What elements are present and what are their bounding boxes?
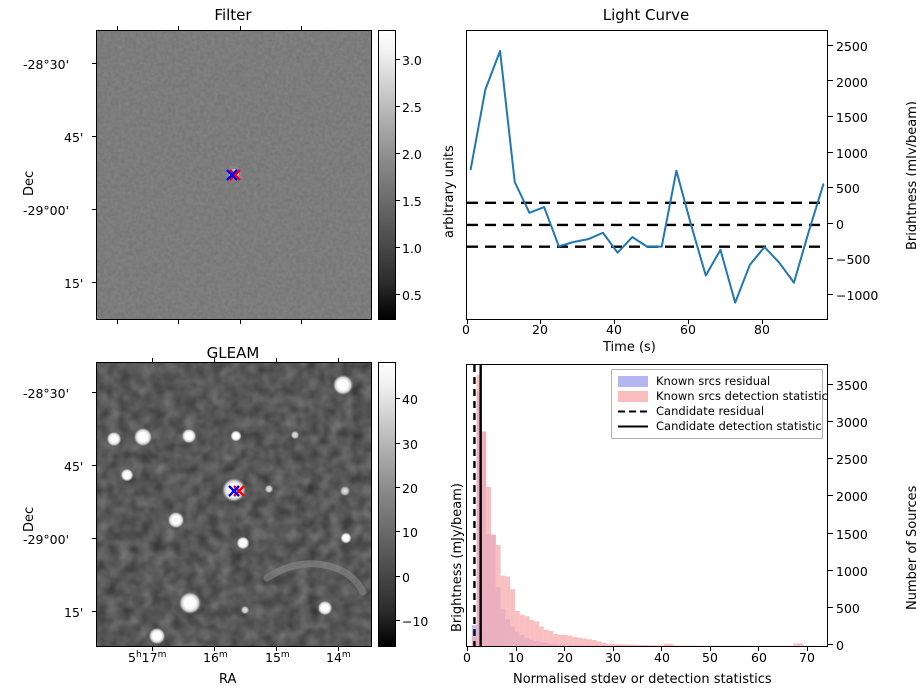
legend-label-known-detstat: Known srcs detection statistic — [656, 389, 828, 403]
filter-cbtick-2p5: 2.5 — [402, 100, 422, 115]
legend-swatch-known-residual — [618, 376, 648, 387]
filter-colorbar — [378, 30, 396, 320]
hist-xlabel: Normalised stdev or detection statistics — [513, 672, 772, 687]
lc-xtick-60: 60 — [680, 322, 696, 337]
hist-xtick-70: 70 — [799, 650, 815, 665]
filter-cbtick-3p0: 3.0 — [402, 53, 422, 68]
gleam-xtick-3-m: 14 — [326, 650, 342, 666]
hist-ytick-0: 0 — [836, 638, 844, 653]
filter-ytick-1: 45' — [64, 130, 84, 145]
gleam-colorbar-label: Brightness (mJy/beam) — [450, 483, 465, 632]
gleam-xtick-0: 5h17m — [128, 650, 166, 665]
legend-swatch-known-detstat — [618, 391, 648, 402]
gleam-ytick-2: -29°00' — [23, 532, 70, 547]
legend-label-candidate-detstat: Candidate detection statistic — [656, 419, 822, 433]
hist-xtick-60: 60 — [751, 650, 767, 665]
gleam-xtick-3: 14m — [326, 650, 351, 665]
gleam-cbtick-30: 30 — [402, 437, 418, 452]
legend-label-known-residual: Known srcs residual — [656, 374, 771, 388]
lc-ytick-m1000: −1000 — [836, 288, 879, 303]
filter-ytick-2: -29°00' — [23, 203, 70, 218]
gleam-ylabel: Dec — [22, 506, 37, 532]
lc-xtick-20: 20 — [532, 322, 548, 337]
gleam-xtick-3-ms: m — [341, 650, 351, 660]
lc-xtick-0: 0 — [462, 322, 470, 337]
filter-title: Filter — [214, 6, 252, 24]
gleam-colorbar — [378, 362, 396, 647]
filter-image — [96, 30, 372, 320]
gleam-ytick-0: -28°30' — [23, 386, 70, 401]
hist-ytick-1500: 1500 — [836, 527, 868, 542]
gleam-xtick-1-ms: m — [218, 650, 228, 660]
filter-cbtick-0p5: 0.5 — [402, 288, 422, 303]
hist-xtick-50: 50 — [702, 650, 718, 665]
light-curve-plot-area — [466, 30, 828, 320]
lc-xtick-80: 80 — [754, 322, 770, 337]
lc-ylabel: Brightness (mJy/beam) — [905, 101, 916, 250]
legend-entry-known-residual: Known srcs residual — [618, 374, 815, 389]
lc-ytick-2500: 2500 — [836, 39, 868, 54]
gleam-ytick-1: 45' — [64, 459, 84, 474]
filter-cbtick-1p5: 1.5 — [402, 194, 422, 209]
gleam-xtick-1-m: 16 — [203, 650, 219, 666]
light-curve-title: Light Curve — [602, 6, 690, 24]
legend-entry-known-detstat: Known srcs detection statistic — [618, 389, 828, 404]
lc-ytick-2000: 2000 — [836, 75, 868, 90]
gleam-xtick-2-ms: m — [280, 650, 290, 660]
hist-ytick-2500: 2500 — [836, 452, 868, 467]
hist-xtick-0: 0 — [463, 650, 471, 665]
gleam-cbtick-20: 20 — [402, 481, 418, 496]
legend-line-candidate-detstat — [618, 421, 648, 432]
filter-ylabel: Dec — [22, 170, 37, 196]
gleam-cbtick-m10: −10 — [402, 614, 429, 629]
lc-ytick-1500: 1500 — [836, 110, 868, 125]
hist-xtick-20: 20 — [557, 650, 573, 665]
lc-xtick-40: 40 — [606, 322, 622, 337]
hist-ytick-2000: 2000 — [836, 489, 868, 504]
gleam-cbtick-10: 10 — [402, 525, 418, 540]
hist-ylabel: Number of Sources — [905, 485, 916, 610]
lc-ytick-1000: 1000 — [836, 146, 868, 161]
hist-ytick-1000: 1000 — [836, 564, 868, 579]
lc-ytick-500: 500 — [836, 181, 860, 196]
gleam-xtick-2-m: 15 — [265, 650, 281, 666]
legend-label-candidate-residual: Candidate residual — [656, 404, 765, 418]
hist-ytick-3500: 3500 — [836, 378, 868, 393]
hist-xtick-10: 10 — [508, 650, 524, 665]
filter-cbtick-2p0: 2.0 — [402, 147, 422, 162]
hist-ytick-500: 500 — [836, 601, 860, 616]
legend-entry-candidate-residual: Candidate residual — [618, 404, 815, 419]
gleam-ytick-3: 15' — [64, 605, 84, 620]
gleam-image — [96, 362, 372, 647]
gleam-xtick-0-hs: h — [135, 650, 142, 660]
gleam-xtick-0-ms: m — [157, 650, 167, 660]
gleam-cbtick-40: 40 — [402, 392, 418, 407]
gleam-xtick-0-h: 5 — [128, 650, 136, 666]
gleam-xlabel: RA — [219, 672, 237, 687]
filter-ytick-3: 15' — [64, 276, 84, 291]
legend-entry-candidate-detstat: Candidate detection statistic — [618, 419, 822, 434]
filter-ytick-0: -28°30' — [23, 57, 70, 72]
gleam-xtick-1: 16m — [203, 650, 228, 665]
gleam-xtick-0-m: 17 — [141, 650, 158, 666]
hist-xtick-40: 40 — [654, 650, 670, 665]
filter-cbtick-1p0: 1.0 — [402, 241, 422, 256]
histogram-legend: Known srcs residual Known srcs detection… — [611, 369, 828, 439]
hist-ytick-3000: 3000 — [836, 415, 868, 430]
gleam-cbtick-0: 0 — [402, 570, 410, 585]
hist-xtick-30: 30 — [605, 650, 621, 665]
legend-line-candidate-residual — [618, 406, 648, 417]
gleam-title: GLEAM — [206, 344, 260, 362]
lc-ytick-0: 0 — [836, 217, 844, 232]
gleam-xtick-2: 15m — [265, 650, 290, 665]
lc-xlabel: Time (s) — [603, 340, 656, 355]
lc-ytick-m500: −500 — [836, 252, 871, 267]
filter-colorbar-label: arbitrary units — [442, 145, 457, 238]
